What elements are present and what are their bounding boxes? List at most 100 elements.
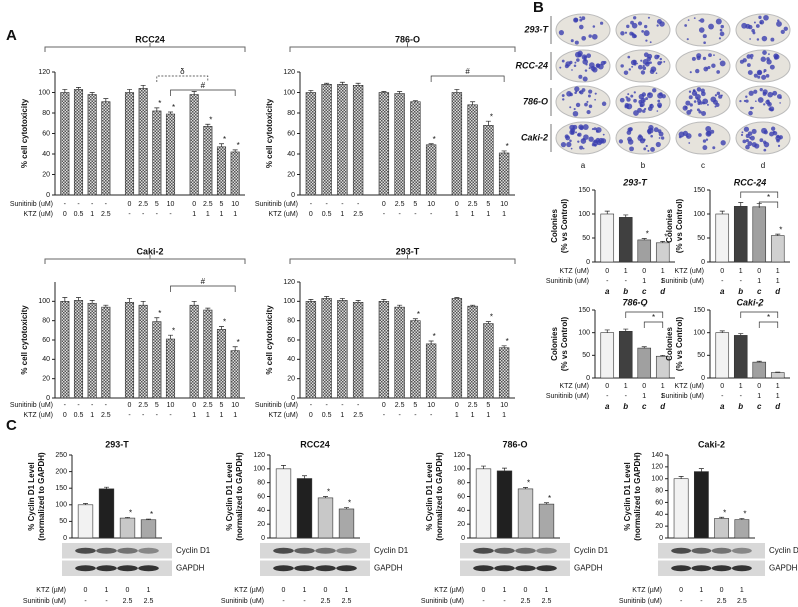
x-row-label: KTZ (uM) (559, 268, 589, 275)
x-row-value: 0 (309, 412, 313, 419)
error-bar (641, 238, 647, 240)
x-row-value: 2.5 (395, 402, 405, 409)
colony (691, 56, 696, 61)
colony (687, 19, 690, 21)
x-row-value: 2.5 (138, 201, 148, 208)
comparison-bracket (156, 75, 209, 82)
colony (739, 59, 744, 64)
colony (770, 37, 775, 42)
x-row-value: - (84, 598, 87, 605)
colony (719, 31, 725, 37)
blot-band (494, 547, 515, 554)
colony (633, 98, 637, 103)
colony (645, 97, 649, 101)
bar (394, 306, 405, 399)
colony (640, 70, 646, 75)
x-row-value: 10 (231, 402, 239, 409)
blot-label: Cyclin D1 (769, 546, 798, 555)
bar (600, 332, 615, 379)
colony (656, 110, 659, 112)
bar (87, 94, 97, 196)
colony (588, 67, 591, 70)
x-row-value: 1 (303, 587, 307, 594)
colony (758, 15, 762, 20)
bar (715, 213, 730, 263)
blot-band (536, 547, 557, 554)
colony (759, 138, 764, 143)
x-row-value: 0 (679, 587, 683, 594)
colony (633, 91, 636, 94)
colony (633, 34, 637, 38)
colony (705, 138, 709, 141)
colony (765, 99, 770, 105)
comparison-bracket (170, 285, 236, 292)
error-bar (502, 467, 507, 471)
bar (467, 305, 478, 399)
significance-marker: * (417, 310, 420, 319)
colony (636, 62, 638, 65)
colony (746, 63, 751, 67)
colony (570, 130, 575, 135)
x-row-value: - (169, 412, 172, 419)
bar (73, 300, 84, 399)
error-bar (660, 241, 666, 243)
x-row-label: KTZ (uM) (674, 268, 704, 275)
x-row-value: - (77, 201, 80, 208)
x-row-value: 0.5 (322, 412, 332, 419)
x-row-value: 0 (63, 211, 67, 218)
colony (619, 97, 625, 103)
x-row-value: 2.5 (203, 402, 213, 409)
colony (743, 126, 750, 132)
x-row-value: - (128, 211, 131, 218)
colony (571, 69, 573, 71)
bar (673, 478, 689, 539)
y-tick-label: 100 (38, 89, 50, 96)
chart-title: 786-O (622, 297, 647, 307)
y-axis-label: (% vs Control) (675, 199, 684, 254)
colony (739, 100, 742, 103)
y-tick-label: 150 (578, 307, 590, 314)
colony (650, 66, 657, 73)
colony (633, 16, 637, 20)
x-row-value: 1 (757, 278, 761, 285)
x-row-value: 0 (757, 383, 761, 390)
x-row-value: 0 (642, 383, 646, 390)
colony (745, 133, 750, 139)
y-axis-label: % Cyclin D1 Level (425, 462, 434, 530)
colony (763, 14, 769, 21)
error-bar (397, 304, 403, 308)
y-tick-label: 0 (46, 192, 50, 199)
colony (773, 53, 779, 59)
blot-band (536, 565, 557, 572)
error-bar (140, 84, 146, 89)
error-bar (470, 304, 476, 307)
x-row-value: 0 (720, 268, 724, 275)
x-row-value: 0 (605, 383, 609, 390)
x-row-label: KTZ (µM) (632, 587, 662, 594)
y-tick-label: 20 (257, 521, 265, 528)
colony (562, 98, 565, 101)
y-tick-label: 0 (461, 535, 465, 542)
y-tick-label: 100 (38, 298, 50, 305)
bracket-label: * (758, 183, 761, 192)
colony (765, 74, 770, 78)
colony (574, 61, 577, 64)
error-bar (146, 518, 151, 520)
x-row-label: Sunitinib (uM) (255, 201, 298, 208)
x-row-value: 5 (155, 402, 159, 409)
blot-strip (460, 543, 570, 559)
error-bar (83, 503, 88, 505)
colony (630, 20, 634, 25)
colony (696, 87, 702, 92)
error-bar (232, 346, 238, 351)
bar (152, 321, 162, 399)
colony (586, 53, 592, 59)
blot-label: GAPDH (374, 563, 403, 572)
x-row-value: 2.5 (737, 598, 747, 605)
x-row-value: 2.5 (468, 201, 478, 208)
x-row-value: - (625, 278, 628, 285)
blot-band (731, 565, 752, 572)
colony (686, 109, 692, 115)
colony (754, 143, 760, 149)
colony (783, 26, 788, 31)
